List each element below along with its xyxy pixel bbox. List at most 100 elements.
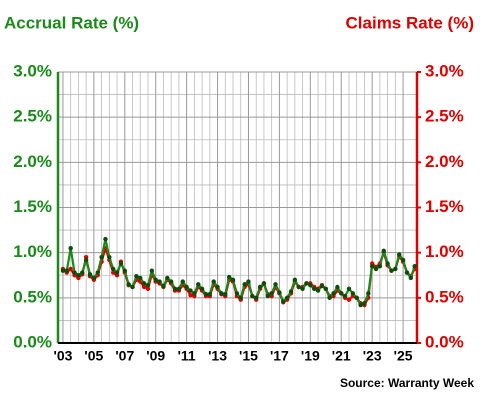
- data-point: [408, 275, 414, 281]
- data-point: [68, 245, 73, 251]
- data-point: [134, 273, 139, 279]
- data-point: [91, 275, 97, 281]
- y-tick-label: 2.0%: [13, 152, 52, 171]
- data-point: [335, 284, 340, 290]
- data-point: [331, 291, 336, 296]
- data-point: [296, 284, 301, 290]
- y2-tick-label: 2.0%: [425, 152, 464, 171]
- data-point: [199, 286, 205, 291]
- data-point: [141, 284, 147, 290]
- data-point: [107, 254, 112, 260]
- data-point: [369, 264, 375, 269]
- data-point: [64, 268, 70, 273]
- data-point: [184, 284, 189, 290]
- x-tick-label: '23: [363, 348, 382, 364]
- data-point: [412, 264, 417, 269]
- data-point: [319, 283, 325, 289]
- data-point: [342, 293, 348, 299]
- data-point: [315, 288, 321, 293]
- data-point: [99, 254, 104, 260]
- data-point: [72, 270, 77, 275]
- y2-tick-label: 0.5%: [425, 287, 464, 306]
- data-point: [292, 277, 298, 282]
- y-tick-label: 3.0%: [13, 61, 52, 80]
- data-point: [346, 297, 352, 302]
- y2-tick-label: 3.0%: [425, 61, 464, 80]
- data-point: [300, 286, 305, 291]
- data-point: [230, 277, 236, 282]
- data-point: [161, 283, 166, 289]
- data-point: [304, 281, 309, 286]
- data-point: [118, 261, 124, 266]
- data-point: [288, 289, 294, 294]
- data-point: [157, 279, 162, 284]
- data-point: [327, 295, 332, 301]
- x-tick-label: '25: [394, 348, 413, 364]
- data-point: [153, 277, 158, 282]
- data-point: [261, 281, 267, 286]
- x-tick-label: '05: [84, 348, 103, 364]
- data-point: [103, 236, 108, 242]
- data-point: [393, 266, 398, 272]
- data-point: [207, 292, 213, 297]
- data-point: [389, 268, 394, 273]
- data-point: [114, 270, 120, 275]
- data-point: [377, 264, 383, 269]
- data-point: [95, 270, 100, 275]
- data-point: [76, 273, 81, 278]
- data-point: [366, 291, 371, 296]
- x-tick-label: '09: [146, 348, 165, 364]
- data-point: [60, 268, 66, 273]
- data-point: [145, 282, 151, 288]
- data-point: [87, 272, 93, 277]
- data-point: [246, 279, 251, 284]
- data-point: [257, 284, 263, 290]
- data-point: [323, 286, 328, 291]
- data-point: [269, 291, 274, 296]
- data-point: [404, 270, 410, 275]
- y-tick-label: 0.5%: [13, 287, 52, 306]
- data-point: [339, 291, 344, 296]
- data-point: [188, 288, 193, 293]
- data-point: [350, 291, 356, 296]
- data-point: [234, 291, 240, 296]
- data-point: [223, 292, 228, 297]
- data-point: [381, 248, 386, 254]
- data-point: [308, 282, 313, 288]
- data-point: [284, 295, 290, 301]
- x-tick-label: '19: [301, 348, 320, 364]
- data-point: [80, 270, 85, 275]
- source: Source: Warranty Week: [340, 376, 474, 390]
- y-tick-label: 1.0%: [13, 242, 52, 261]
- y2-axis-title: Claims Rate (%): [346, 13, 474, 32]
- data-point: [254, 295, 259, 301]
- data-point: [400, 257, 406, 263]
- y-tick-label: 1.5%: [13, 197, 52, 216]
- data-point: [373, 266, 379, 272]
- data-point: [362, 301, 367, 306]
- data-point: [385, 261, 390, 266]
- data-point: [83, 257, 89, 263]
- x-tick-label: '07: [115, 348, 134, 364]
- data-point: [165, 275, 170, 281]
- data-point: [126, 282, 131, 287]
- data-point: [192, 291, 197, 296]
- data-point: [250, 293, 255, 299]
- data-point: [180, 279, 185, 284]
- data-point: [215, 284, 220, 290]
- y2-tick-label: 1.5%: [425, 197, 464, 216]
- y2-tick-label: 2.5%: [425, 107, 464, 126]
- data-point: [110, 266, 116, 272]
- data-point: [265, 293, 271, 299]
- data-point: [138, 275, 143, 281]
- data-point: [203, 292, 209, 297]
- data-point: [130, 284, 135, 290]
- y-tick-label: 0.0%: [13, 332, 52, 351]
- data-point: [196, 282, 201, 287]
- data-point: [141, 281, 147, 286]
- data-point: [168, 279, 174, 284]
- x-tick-label: '11: [178, 348, 196, 364]
- data-point: [358, 302, 363, 308]
- x-tick-label: '17: [270, 348, 289, 364]
